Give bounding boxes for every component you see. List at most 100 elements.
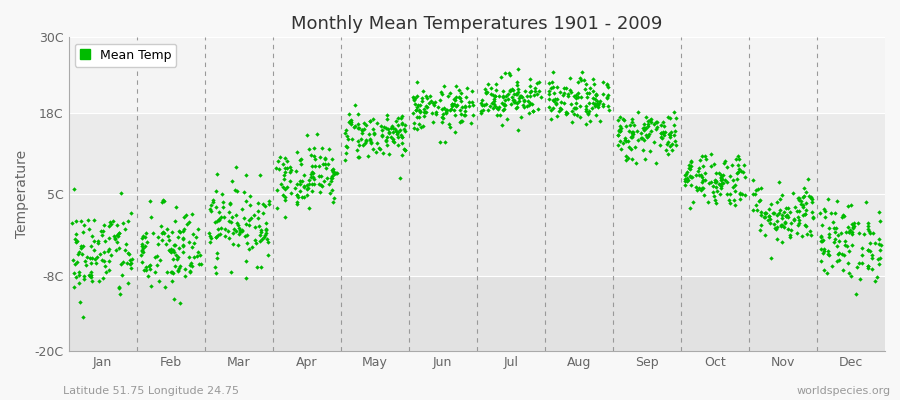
Point	[406, 110, 420, 117]
Point	[706, 192, 721, 199]
Point	[143, 282, 157, 289]
Point	[269, 165, 284, 171]
Point	[842, 229, 856, 235]
Point	[562, 86, 577, 93]
Point	[752, 197, 767, 203]
Point	[496, 93, 510, 99]
Point	[154, 222, 168, 229]
Point	[158, 241, 173, 248]
Point	[680, 178, 694, 185]
Point	[669, 142, 683, 148]
Point	[438, 108, 453, 115]
Point	[238, 189, 252, 195]
Point	[728, 187, 742, 194]
Point	[339, 143, 354, 150]
Point	[611, 117, 625, 123]
Point	[690, 168, 705, 174]
Point	[438, 139, 453, 146]
Point	[772, 207, 787, 213]
Point	[110, 239, 124, 245]
Point	[304, 152, 319, 159]
Point	[171, 268, 185, 274]
Point	[170, 267, 184, 274]
Point	[624, 134, 638, 140]
Point	[84, 274, 98, 280]
Point	[579, 81, 593, 88]
Point	[649, 125, 663, 132]
Point	[238, 233, 252, 239]
Point	[382, 151, 396, 158]
Point	[581, 108, 596, 114]
Point	[212, 226, 226, 232]
Point	[450, 102, 464, 108]
Point	[418, 93, 433, 99]
Point	[85, 233, 99, 240]
Point	[704, 179, 718, 185]
Point	[88, 260, 103, 266]
Point	[797, 211, 812, 217]
Point	[296, 172, 310, 178]
Point	[209, 204, 223, 210]
Point	[278, 197, 293, 203]
Point	[491, 106, 505, 112]
Point	[566, 105, 580, 111]
Point	[193, 252, 207, 259]
Point	[229, 228, 243, 234]
Point	[586, 88, 600, 94]
Point	[330, 170, 345, 177]
Point	[76, 242, 90, 249]
Point	[775, 212, 789, 219]
Point	[545, 69, 560, 76]
Point	[563, 88, 578, 95]
Point	[454, 90, 468, 96]
Point	[806, 198, 820, 205]
Point	[557, 90, 572, 97]
Point	[610, 132, 625, 138]
Point	[346, 136, 360, 142]
Point	[774, 223, 788, 230]
Point	[724, 162, 739, 168]
Point	[821, 248, 835, 254]
Point	[520, 93, 535, 99]
Point	[449, 102, 464, 109]
Point	[150, 252, 165, 259]
Point	[543, 87, 557, 94]
Point	[351, 121, 365, 128]
Point	[842, 248, 856, 255]
Point	[762, 206, 777, 212]
Point	[762, 213, 777, 220]
Point	[258, 232, 273, 238]
Point	[565, 108, 580, 114]
Point	[474, 97, 489, 103]
Point	[97, 258, 112, 264]
Point	[261, 252, 275, 258]
Point	[169, 252, 184, 258]
Point	[364, 139, 378, 145]
Point	[695, 153, 709, 160]
Point	[832, 238, 847, 244]
Point	[625, 116, 639, 122]
Point	[382, 129, 396, 136]
Point	[176, 235, 190, 241]
Point	[429, 109, 444, 116]
Point	[420, 104, 435, 110]
Point	[428, 99, 442, 105]
Point	[649, 160, 663, 166]
Point	[280, 164, 294, 171]
Point	[588, 101, 602, 107]
Point	[513, 93, 527, 99]
Point	[76, 229, 91, 235]
Point	[481, 106, 495, 113]
Point	[770, 224, 785, 230]
Point	[784, 226, 798, 233]
Point	[850, 264, 864, 270]
Point	[232, 231, 247, 237]
Point	[652, 141, 667, 148]
Point	[502, 87, 517, 93]
Point	[797, 185, 812, 192]
Point	[757, 213, 771, 220]
Point	[791, 222, 806, 228]
Point	[410, 79, 424, 86]
Point	[704, 163, 718, 169]
Point	[865, 252, 879, 258]
